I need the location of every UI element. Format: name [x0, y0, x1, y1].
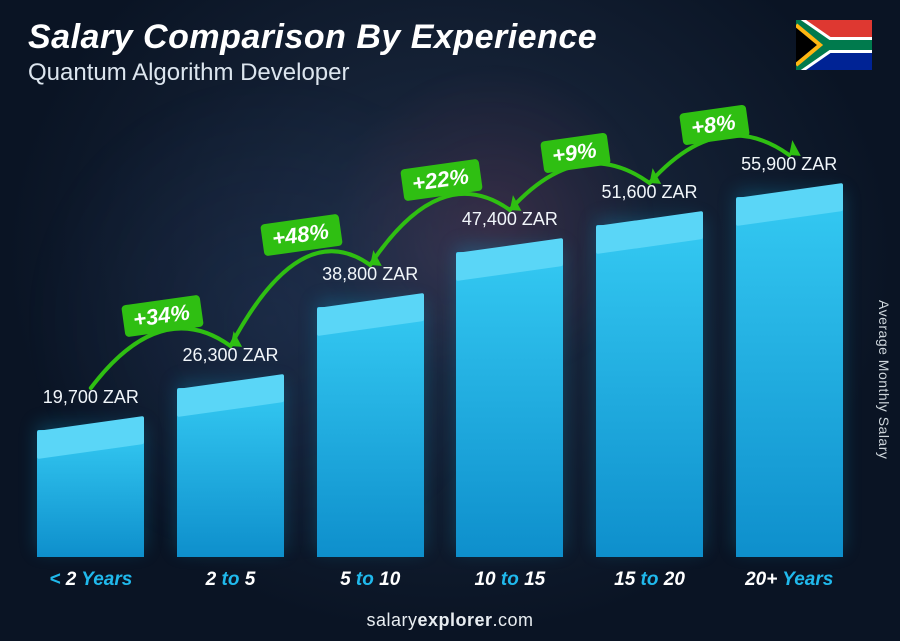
- header: Salary Comparison By Experience Quantum …: [28, 18, 597, 87]
- salary-bar-chart: 19,700 ZAR26,300 ZAR38,800 ZAR47,400 ZAR…: [30, 87, 850, 557]
- page-title: Salary Comparison By Experience: [28, 18, 597, 57]
- footer-brand: salaryexplorer.com: [0, 610, 900, 631]
- x-axis-label: 15 to 20: [589, 569, 711, 591]
- brand-part-3: .com: [493, 610, 534, 630]
- brand-part-1: salary: [366, 610, 417, 630]
- bar-value-label: 47,400 ZAR: [440, 209, 580, 230]
- chart-column: 47,400 ZAR: [449, 252, 571, 557]
- brand-part-2: explorer: [417, 610, 492, 630]
- x-axis-label: 5 to 10: [309, 569, 431, 591]
- bar: [736, 197, 843, 557]
- x-axis-label: 2 to 5: [170, 569, 292, 591]
- page-subtitle: Quantum Algorithm Developer: [28, 59, 597, 87]
- chart-column: 51,600 ZAR: [589, 225, 711, 557]
- y-axis-label: Average Monthly Salary: [876, 300, 892, 459]
- bar: [596, 225, 703, 557]
- bar: [37, 430, 144, 557]
- x-axis-labels: < 2 Years 2 to 5 5 to 10 10 to 15 15 to 20 20…: [30, 569, 850, 591]
- bar: [177, 388, 284, 557]
- x-axis-label: 10 to 15: [449, 569, 571, 591]
- bar: [317, 307, 424, 557]
- x-axis-label: 20+ Years: [728, 569, 850, 591]
- bar-value-label: 55,900 ZAR: [719, 154, 859, 175]
- chart-column: 38,800 ZAR: [309, 307, 431, 557]
- south-africa-flag-icon: [796, 20, 872, 70]
- bar: [456, 252, 563, 557]
- bar-value-label: 38,800 ZAR: [300, 264, 440, 285]
- bar-value-label: 26,300 ZAR: [161, 345, 301, 366]
- x-axis-label: < 2 Years: [30, 569, 152, 591]
- bar-value-label: 19,700 ZAR: [21, 387, 161, 408]
- chart-column: 55,900 ZAR: [728, 197, 850, 557]
- bar-value-label: 51,600 ZAR: [580, 182, 720, 203]
- chart-column: 26,300 ZAR: [170, 388, 292, 557]
- chart-column: 19,700 ZAR: [30, 430, 152, 557]
